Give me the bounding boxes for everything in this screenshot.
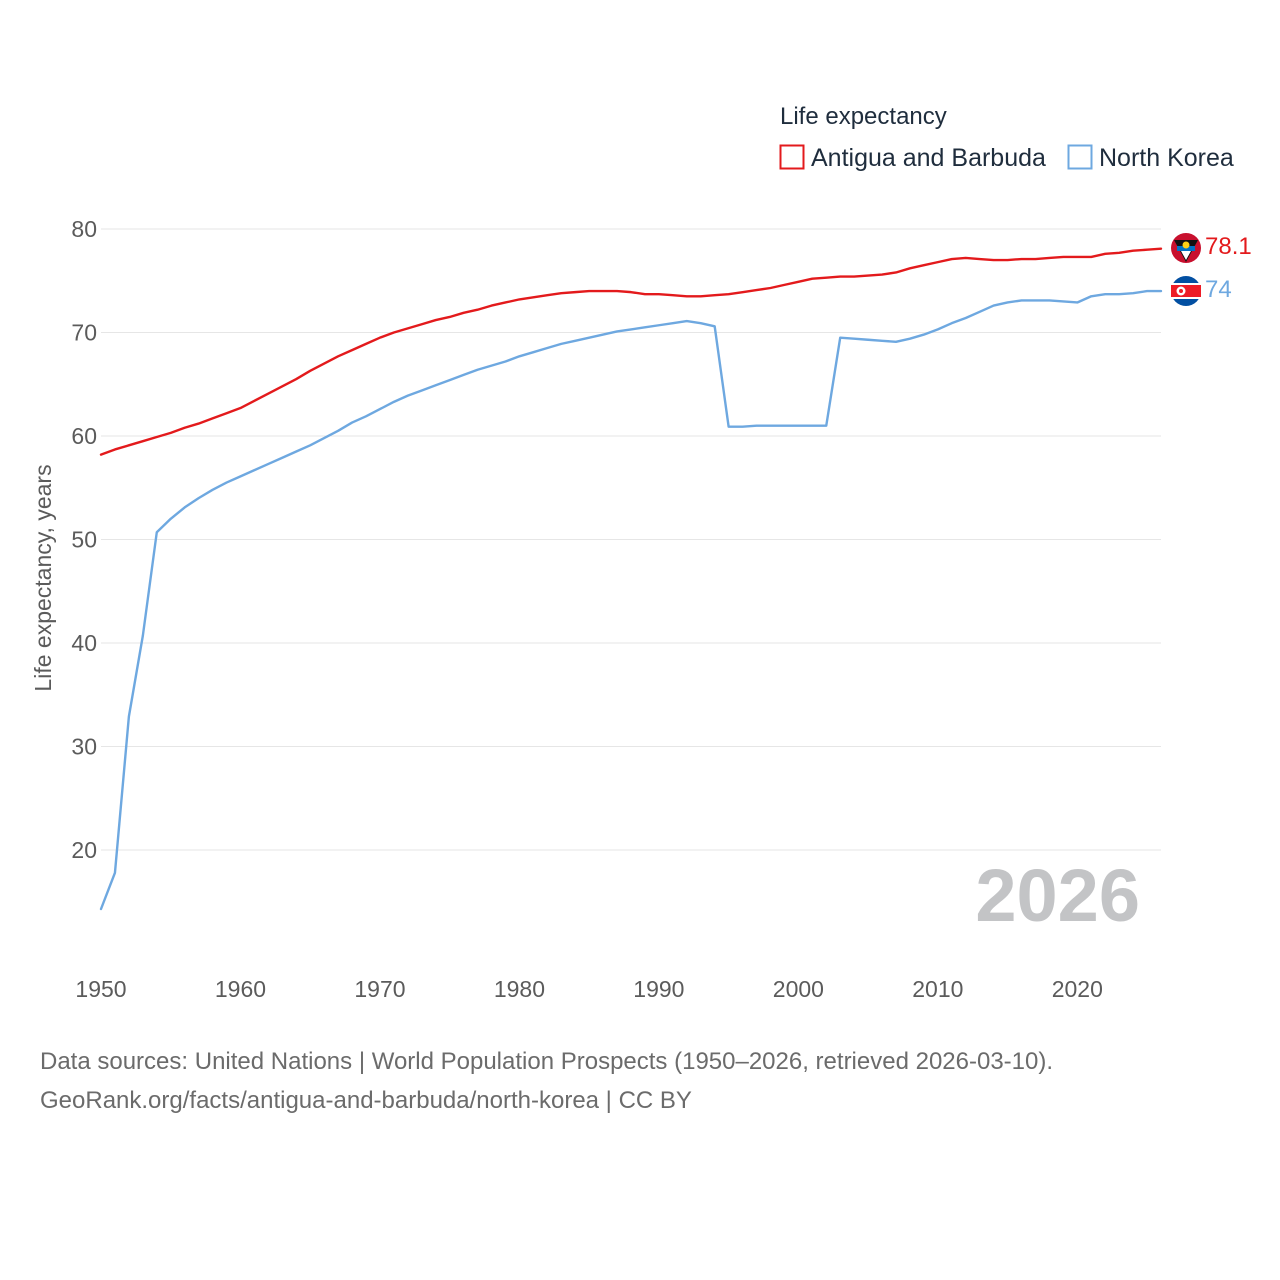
end-value-label-1: 78.1 bbox=[1205, 233, 1252, 260]
source-link-text[interactable]: GeoRank.org/facts/antigua-and-barbuda/no… bbox=[40, 1087, 692, 1114]
x-tick-label-1990: 1990 bbox=[633, 976, 684, 1002]
legend-label-1: Antigua and Barbuda bbox=[811, 144, 1046, 172]
y-axis-label: Life expectancy, years bbox=[30, 464, 56, 691]
y-tick-label-20: 20 bbox=[71, 837, 97, 863]
y-axis-ticks: 20 30 40 50 60 70 80 bbox=[71, 216, 97, 863]
y-tick-label-30: 30 bbox=[71, 734, 97, 760]
x-tick-label-1960: 1960 bbox=[215, 976, 266, 1002]
life-expectancy-chart: Life expectancy Antigua and Barbuda North… bbox=[30, 103, 1252, 1002]
grid bbox=[101, 228, 1161, 851]
series-group bbox=[99, 247, 1163, 911]
data-source-text: Data sources: United Nations | World Pop… bbox=[40, 1048, 1054, 1075]
legend-label-2: North Korea bbox=[1099, 144, 1234, 172]
series-line-2 bbox=[99, 289, 1163, 911]
y-tick-label-60: 60 bbox=[71, 423, 97, 449]
footer: Data sources: United Nations | World Pop… bbox=[40, 1042, 1240, 1120]
legend-title: Life expectancy bbox=[780, 103, 947, 130]
end-markers: 78.1 74 bbox=[1171, 233, 1252, 306]
flag-star bbox=[1179, 289, 1183, 293]
north-korea-flag-icon bbox=[1171, 276, 1201, 306]
legend-swatch-2 bbox=[1067, 144, 1093, 170]
x-tick-label-1970: 1970 bbox=[354, 976, 405, 1002]
flag-white-band bbox=[1181, 251, 1191, 260]
x-tick-label-1980: 1980 bbox=[494, 976, 545, 1002]
x-tick-label-2020: 2020 bbox=[1052, 976, 1103, 1002]
flag-red-stripe bbox=[1171, 285, 1201, 297]
current-year-watermark: 2026 bbox=[975, 854, 1140, 937]
antigua-and-barbuda-flag-icon bbox=[1171, 233, 1201, 263]
legend: Antigua and Barbuda North Korea bbox=[779, 144, 1234, 172]
y-tick-label-80: 80 bbox=[71, 216, 97, 242]
series-line-1 bbox=[99, 247, 1163, 456]
x-axis-ticks: 1950 1960 1970 1980 1990 2000 2010 2020 bbox=[75, 976, 1102, 1002]
legend-swatch-1 bbox=[779, 144, 805, 170]
x-tick-label-2000: 2000 bbox=[773, 976, 824, 1002]
end-value-label-2: 74 bbox=[1205, 276, 1232, 303]
x-tick-label-2010: 2010 bbox=[912, 976, 963, 1002]
flag-sun bbox=[1182, 241, 1190, 249]
x-tick-label-1950: 1950 bbox=[75, 976, 126, 1002]
y-tick-label-50: 50 bbox=[71, 527, 97, 553]
y-tick-label-40: 40 bbox=[71, 630, 97, 656]
y-tick-label-70: 70 bbox=[71, 320, 97, 346]
